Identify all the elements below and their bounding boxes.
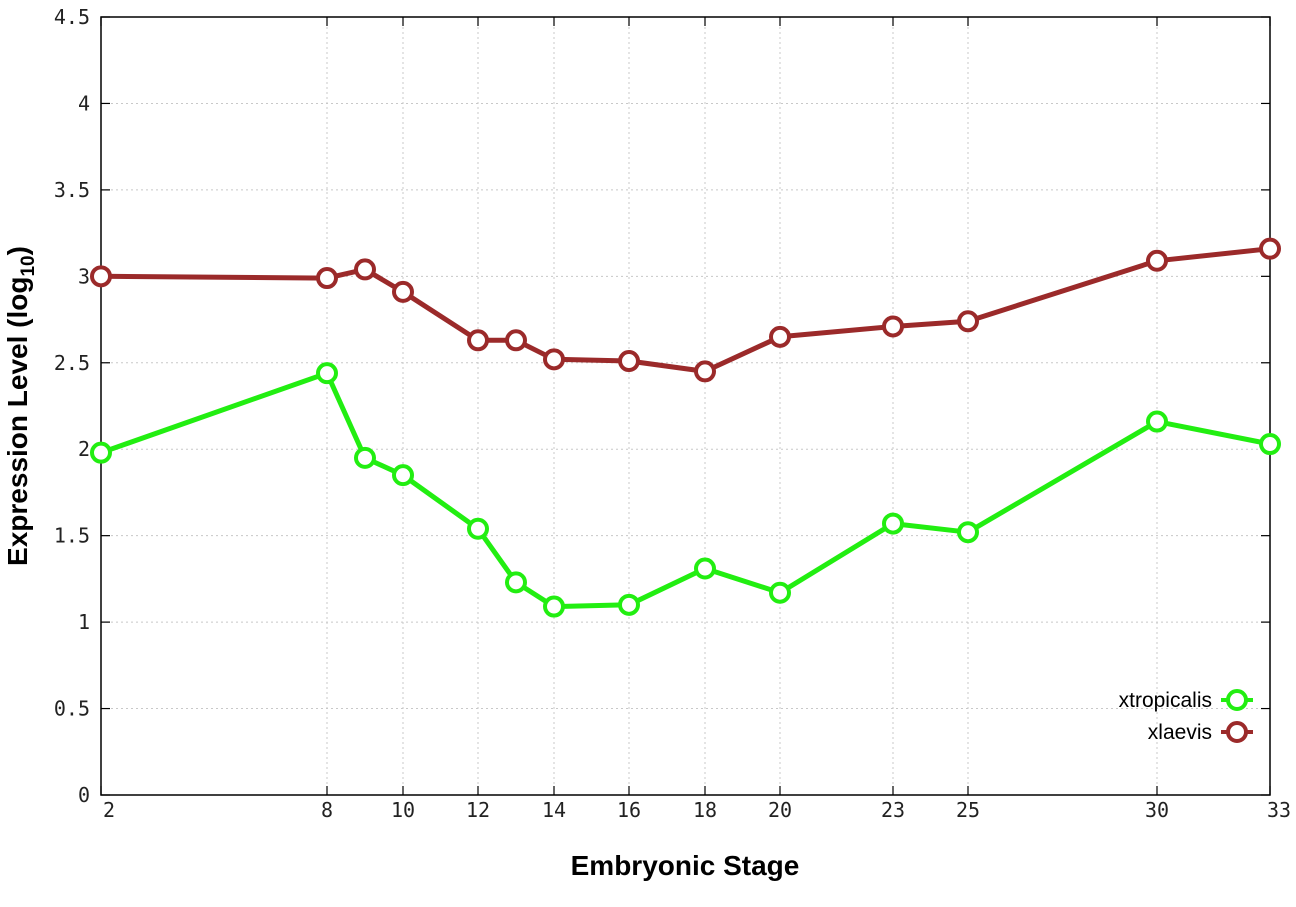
data-point-xtropicalis — [1146, 410, 1168, 433]
data-point-xlaevis — [354, 258, 376, 281]
y-tick-label: 1 — [78, 610, 90, 634]
plot-frame — [100, 16, 1271, 796]
data-point-xtropicalis — [90, 441, 112, 464]
y-tick-label: 0 — [78, 783, 90, 807]
y-axis-title-subscript: 10 — [18, 255, 39, 276]
y-tick-label: 4.5 — [54, 5, 90, 29]
y-tick-label: 1.5 — [54, 524, 90, 548]
y-tick-label: 2.5 — [54, 351, 90, 375]
series-line-xtropicalis — [100, 370, 1271, 610]
data-point-xtropicalis — [316, 362, 338, 385]
y-axis-title: Expression Level (log10) — [2, 246, 39, 566]
data-point-xlaevis — [769, 325, 791, 348]
data-point-xtropicalis — [694, 557, 716, 580]
axis-ticks — [100, 16, 1271, 796]
x-tick-label: 23 — [881, 798, 905, 822]
legend-label-xtropicalis: xtropicalis — [1119, 689, 1212, 712]
x-tick-labels: 2 8 10 12 14 16 18 20 23 25 30 33 — [103, 798, 1291, 822]
data-point-xlaevis — [1259, 237, 1281, 260]
data-point-xtropicalis — [618, 593, 640, 616]
data-point-xtropicalis — [882, 512, 904, 535]
data-point-xlaevis — [505, 329, 527, 352]
x-tick-label: 10 — [391, 798, 415, 822]
data-point-xlaevis — [543, 348, 565, 371]
y-axis-title-main: Expression Level (log — [2, 277, 33, 566]
y-tick-label: 3.5 — [54, 178, 90, 202]
x-tick-label: 2 — [103, 798, 115, 822]
series-lines — [90, 237, 1281, 618]
x-tick-label: 25 — [956, 798, 980, 822]
x-tick-label: 16 — [617, 798, 641, 822]
legend-marker-xtropicalis — [1226, 689, 1248, 711]
data-point-xtropicalis — [392, 464, 414, 487]
data-point-xlaevis — [694, 360, 716, 383]
x-tick-label: 12 — [466, 798, 490, 822]
data-point-xlaevis — [90, 265, 112, 288]
data-point-xlaevis — [316, 267, 338, 290]
y-tick-label: 2 — [78, 437, 90, 461]
data-point-xtropicalis — [467, 517, 489, 540]
y-tick-label: 0.5 — [54, 697, 90, 721]
y-axis-title-close: ) — [2, 246, 33, 255]
data-point-xlaevis — [1146, 249, 1168, 272]
legend-label-xlaevis: xlaevis — [1148, 721, 1212, 744]
x-tick-label: 33 — [1267, 798, 1291, 822]
y-tick-label: 4 — [78, 91, 90, 115]
y-tick-labels: 0 0.5 1 1.5 2 2.5 3 3.5 4 4.5 — [54, 5, 90, 807]
series-line-xlaevis — [100, 246, 1271, 374]
legend-entry-xlaevis: xlaevis — [1148, 721, 1253, 744]
data-point-xtropicalis — [957, 521, 979, 544]
series-xlaevis — [90, 237, 1281, 383]
x-tick-label: 30 — [1145, 798, 1169, 822]
data-point-xtropicalis — [543, 595, 565, 618]
x-tick-label: 8 — [321, 798, 333, 822]
legend: xtropicalis xlaevis — [1119, 689, 1253, 744]
data-point-xlaevis — [467, 329, 489, 352]
series-xtropicalis — [90, 362, 1281, 618]
grid — [101, 17, 1270, 795]
data-point-xtropicalis — [769, 581, 791, 604]
data-point-xtropicalis — [505, 571, 527, 594]
legend-entry-xtropicalis: xtropicalis — [1119, 689, 1253, 712]
x-tick-label: 18 — [693, 798, 717, 822]
x-axis-title: Embryonic Stage — [571, 850, 800, 881]
legend-marker-xlaevis — [1226, 721, 1248, 743]
data-point-xlaevis — [957, 310, 979, 333]
y-tick-label: 3 — [78, 264, 90, 288]
x-tick-label: 14 — [542, 798, 566, 822]
data-point-xlaevis — [618, 350, 640, 373]
data-point-xlaevis — [392, 280, 414, 303]
data-point-xlaevis — [882, 315, 904, 338]
data-point-xtropicalis — [1259, 433, 1281, 456]
x-tick-label: 20 — [768, 798, 792, 822]
data-point-xtropicalis — [354, 446, 376, 469]
